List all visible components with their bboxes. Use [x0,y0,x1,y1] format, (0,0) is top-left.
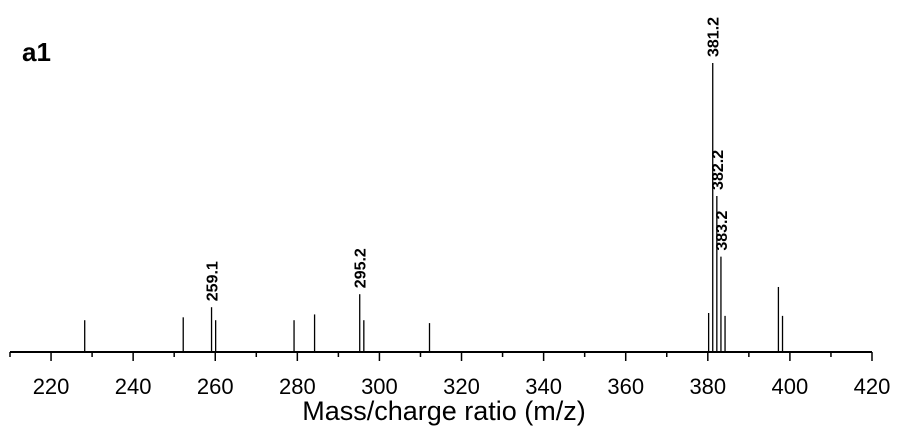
peak-label: 381.2 [706,17,723,57]
x-tick-label: 400 [772,374,809,399]
x-tick-label: 340 [525,374,562,399]
x-tick-label: 320 [443,374,480,399]
x-tick-label: 360 [607,374,644,399]
spectrum-peaks [84,63,784,352]
x-tick-label: 280 [279,374,316,399]
peak-label: 295.2 [353,248,370,288]
peak-label: 382.2 [710,150,727,190]
panel-label: a1 [22,37,51,67]
x-tick-label: 420 [854,374,891,399]
x-axis-title: Mass/charge ratio (m/z) [302,396,586,426]
x-tick-label: 260 [197,374,234,399]
peak-label: 383.2 [714,210,731,250]
x-tick-label: 220 [33,374,70,399]
peak-label: 259.1 [205,261,222,301]
peak-labels: 259.1 295.2 381.2 382.2 383.2 [205,17,731,301]
x-axis-ticks: 220 240 260 280 300 320 340 360 380 400 420 [9,352,891,399]
x-tick-label: 240 [115,374,152,399]
x-tick-label: 300 [361,374,398,399]
x-tick-label: 380 [689,374,726,399]
